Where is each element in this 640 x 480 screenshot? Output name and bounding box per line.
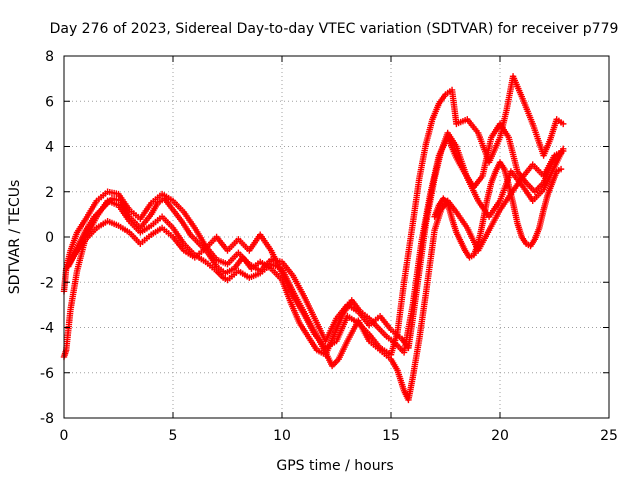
x-axis-label: GPS time / hours [276, 458, 393, 474]
y-tick-label: -6 [40, 366, 54, 382]
y-tick-label: 2 [45, 185, 54, 201]
x-tick-label: 10 [273, 428, 291, 444]
data-point [557, 150, 565, 157]
y-tick-label: -8 [40, 411, 54, 427]
y-tick-label: -4 [40, 321, 54, 337]
chart-title: Day 276 of 2023, Sidereal Day-to-day VTE… [50, 21, 619, 37]
y-tick-label: -2 [40, 275, 54, 291]
y-tick-label: 0 [45, 230, 54, 246]
x-tick-label: 25 [600, 428, 618, 444]
x-tick-label: 15 [382, 428, 400, 444]
data-point [560, 120, 567, 128]
x-tick-label: 5 [169, 428, 178, 444]
x-tick-label: 0 [60, 428, 69, 444]
data-point [560, 145, 567, 152]
x-tick-label: 20 [491, 428, 509, 444]
x-axis-ticks: 0 5 10 15 20 25 [60, 56, 618, 444]
series-track-e [431, 159, 565, 261]
y-axis-ticks: -8 -6 -4 -2 0 2 4 6 8 [40, 49, 609, 427]
y-tick-label: 8 [45, 49, 54, 65]
y-tick-label: 6 [45, 94, 54, 110]
series-track-d [65, 120, 565, 358]
data-markers [60, 73, 567, 404]
y-axis-label: SDTVAR / TECUs [7, 180, 23, 295]
data-point [557, 165, 565, 173]
y-tick-label: 4 [45, 140, 54, 156]
